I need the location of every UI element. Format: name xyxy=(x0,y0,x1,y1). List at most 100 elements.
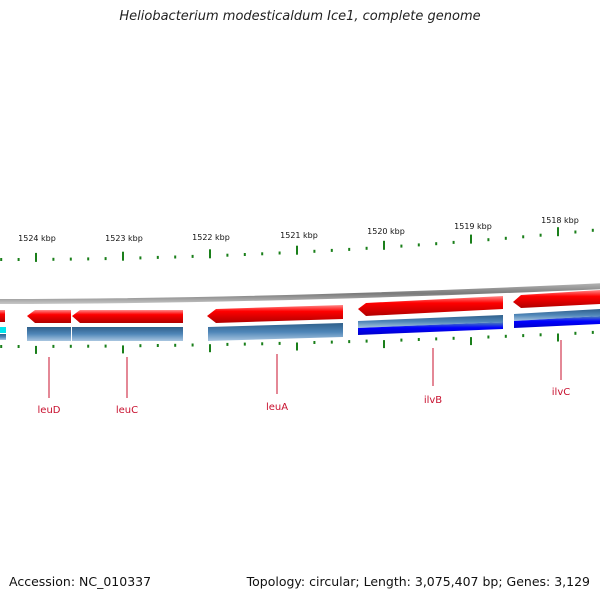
minor-tick xyxy=(261,252,264,256)
kbp-label: 1520 kbp xyxy=(367,227,405,236)
forward-genes xyxy=(0,290,600,323)
minor-tick xyxy=(504,334,507,338)
gene-arrow-leuA[interactable] xyxy=(207,305,343,323)
minor-tick xyxy=(365,246,368,250)
major-tick xyxy=(296,245,298,255)
minor-tick xyxy=(539,233,542,237)
minor-tick xyxy=(243,253,246,256)
minor-tick xyxy=(104,257,107,261)
minor-tick xyxy=(156,344,159,347)
major-tick xyxy=(470,337,472,346)
minor-tick xyxy=(52,344,55,348)
minor-tick xyxy=(574,331,577,335)
scale-ticks-lower xyxy=(0,330,594,354)
minor-tick xyxy=(17,345,20,348)
kbp-labels: 1524 kbp 1523 kbp 1522 kbp 1521 kbp 1520 kbp… xyxy=(18,216,579,243)
map-title: Heliobacterium modesticaldum Ice1, compl… xyxy=(119,9,481,24)
kbp-label: 1522 kbp xyxy=(192,233,230,242)
cds-bar-ilvC-steel[interactable] xyxy=(514,309,600,321)
gene-arrow-ilvC[interactable] xyxy=(513,290,600,308)
gene-label-leuC[interactable]: leuC xyxy=(116,405,138,416)
accession-text: Accession: NC_010337 xyxy=(9,574,152,589)
major-tick xyxy=(557,333,559,342)
major-tick xyxy=(296,342,298,351)
minor-tick xyxy=(313,341,316,344)
minor-tick xyxy=(139,344,142,348)
major-tick xyxy=(557,227,559,237)
minor-tick xyxy=(243,342,246,346)
minor-tick xyxy=(191,254,194,258)
minor-tick xyxy=(522,334,525,338)
minor-tick xyxy=(191,343,194,347)
gene-arrow-leuC[interactable] xyxy=(72,310,183,323)
minor-tick xyxy=(52,257,55,261)
minor-tick xyxy=(226,342,229,346)
minor-tick xyxy=(87,344,90,348)
topology-text: Topology: circular; Length: 3,075,407 bp… xyxy=(246,574,590,589)
major-tick xyxy=(35,252,37,262)
minor-tick xyxy=(69,257,72,261)
minor-tick xyxy=(522,235,525,239)
cds-bar-partial-left[interactable] xyxy=(0,327,6,333)
major-tick xyxy=(383,240,385,250)
cds-bar-ilvB-blue[interactable] xyxy=(358,322,503,335)
minor-tick xyxy=(226,253,229,257)
gene-label-ilvC[interactable]: ilvC xyxy=(552,387,570,398)
gene-arrow-ilvB[interactable] xyxy=(358,296,503,316)
cds-bar-leuD[interactable] xyxy=(27,327,71,341)
minor-tick xyxy=(539,333,542,337)
minor-tick xyxy=(278,251,281,255)
minor-tick xyxy=(452,240,455,244)
minor-tick xyxy=(487,238,490,242)
minor-tick xyxy=(313,249,316,253)
kbp-label: 1519 kbp xyxy=(454,222,492,231)
minor-tick xyxy=(400,338,403,342)
major-tick xyxy=(470,234,472,244)
gene-label-ilvB[interactable]: ilvB xyxy=(424,395,442,406)
minor-tick xyxy=(69,344,72,348)
kbp-label: 1521 kbp xyxy=(280,231,318,240)
cds-bar-leuC[interactable] xyxy=(72,327,183,341)
minor-tick xyxy=(174,343,177,347)
major-tick xyxy=(122,345,124,354)
major-tick xyxy=(209,344,211,353)
minor-tick xyxy=(17,258,20,261)
minor-tick xyxy=(174,255,177,259)
minor-tick xyxy=(87,257,90,261)
gene-arrow-partial-left[interactable] xyxy=(0,310,5,322)
major-tick xyxy=(35,345,37,354)
gene-labels: leuD leuC leuA ilvB ilvC xyxy=(38,340,570,416)
minor-tick xyxy=(417,243,420,247)
minor-tick xyxy=(261,342,264,346)
gene-label-leuD[interactable]: leuD xyxy=(38,405,61,416)
cds-bar-ilvB-steel[interactable] xyxy=(358,315,503,328)
minor-tick xyxy=(0,258,3,261)
major-tick xyxy=(122,251,124,261)
gene-label-leuA[interactable]: leuA xyxy=(266,402,288,413)
minor-tick xyxy=(435,242,438,246)
minor-tick xyxy=(417,338,420,341)
gene-arrow-leuD[interactable] xyxy=(27,310,71,323)
minor-tick xyxy=(278,341,281,345)
cds-bar-ilvC-blue[interactable] xyxy=(514,316,600,328)
minor-tick xyxy=(591,330,594,334)
minor-tick xyxy=(330,340,333,344)
minor-tick xyxy=(435,337,438,341)
minor-tick xyxy=(365,339,368,343)
minor-tick xyxy=(0,345,3,348)
major-tick xyxy=(209,249,211,259)
backbone-arc xyxy=(0,283,600,304)
minor-tick xyxy=(504,236,507,240)
cds-bar-leuA[interactable] xyxy=(208,323,343,341)
minor-tick xyxy=(156,255,159,259)
kbp-label: 1524 kbp xyxy=(18,234,56,243)
minor-tick xyxy=(400,244,403,248)
minor-tick xyxy=(574,230,577,234)
cds-features xyxy=(0,309,600,341)
kbp-label: 1518 kbp xyxy=(541,216,579,225)
scale-ticks-upper xyxy=(0,227,594,262)
cds-bar-partial-left-lower[interactable] xyxy=(0,334,6,340)
kbp-label: 1523 kbp xyxy=(105,234,143,243)
minor-tick xyxy=(104,344,107,348)
